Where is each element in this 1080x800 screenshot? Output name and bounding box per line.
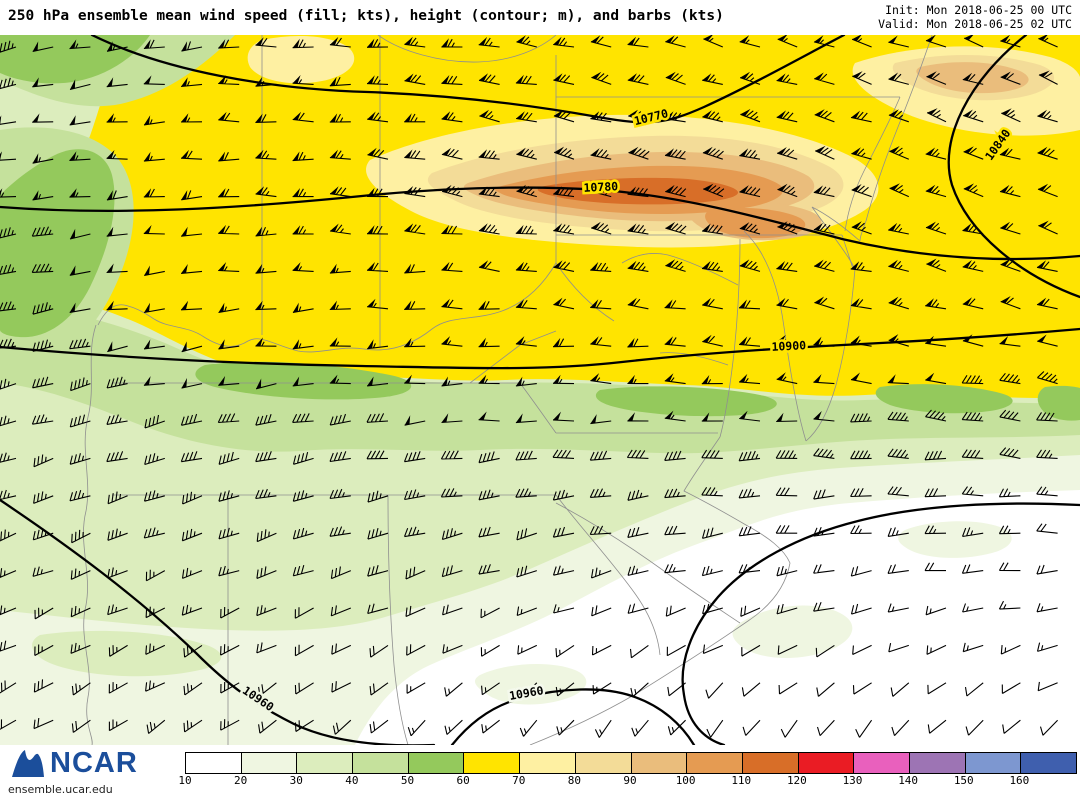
colorbar-tick-label: 60 — [456, 774, 470, 787]
height-contours-layer — [0, 35, 1080, 745]
colorbar-cell — [1021, 753, 1076, 773]
colorbar-cell — [909, 753, 966, 773]
init-time: Init: Mon 2018-06-25 00 UTC — [885, 3, 1072, 17]
colorbar-tick-label: 140 — [898, 774, 919, 787]
ncar-swoosh-icon — [12, 749, 44, 777]
windspeed-fill-layer — [0, 35, 1080, 745]
colorbar-tick-label: 40 — [345, 774, 359, 787]
init-valid-times: Init: Mon 2018-06-25 00 UTC Valid: Mon 20… — [878, 3, 1072, 31]
state-borders-layer — [83, 35, 933, 745]
colorbar-cell — [186, 753, 242, 773]
colorbar-tick-label: 10 — [178, 774, 192, 787]
colorbar-cell — [297, 753, 354, 773]
weather-map: 10770 10780 10840 10900 10960 10960 — [0, 35, 1080, 745]
colorbar-tick-label: 80 — [567, 774, 581, 787]
colorbar-cell — [575, 753, 632, 773]
colorbar-cell — [241, 753, 298, 773]
colorbar-cell — [520, 753, 576, 773]
colorbar-cell — [687, 753, 743, 773]
colorbar-tick-label: 130 — [842, 774, 863, 787]
colorbar-cell — [965, 753, 1022, 773]
ncar-brand-text: NCAR — [50, 747, 138, 779]
colorbar-tick-label: 110 — [731, 774, 752, 787]
colorbar-tick-label: 120 — [786, 774, 807, 787]
colorbar-tick-label: 50 — [400, 774, 415, 787]
plot-title: 250 hPa ensemble mean wind speed (fill; … — [8, 8, 724, 24]
colorbar — [185, 752, 1077, 774]
colorbar-cell — [742, 753, 799, 773]
colorbar-tick-label: 150 — [953, 774, 974, 787]
valid-time: Valid: Mon 2018-06-25 02 UTC — [878, 16, 1072, 31]
plot-footer: NCAR ensemble.ucar.edu 10 20 30 40 50 60 70 80 9… — [0, 745, 1080, 800]
contour-label: 10900 — [771, 338, 806, 354]
contour-label: 10780 — [583, 179, 618, 195]
colorbar-cell — [798, 753, 855, 773]
colorbar-cell — [464, 753, 521, 773]
colorbar-labels: 10 20 30 40 50 60 70 80 90 100 110 120 130 140 150 160 — [178, 774, 1075, 788]
plot-header: 250 hPa ensemble mean wind speed (fill; … — [0, 0, 1080, 35]
ncar-logo: NCAR — [10, 747, 138, 780]
colorbar-tick-label: 20 — [234, 774, 248, 787]
colorbar-tick-label: 160 — [1009, 774, 1030, 787]
site-url: ensemble.ucar.edu — [8, 783, 113, 796]
colorbar-tick-label: 100 — [675, 774, 696, 787]
colorbar-cell — [353, 753, 409, 773]
colorbar-tick-label: 70 — [512, 774, 526, 787]
colorbar-cell — [631, 753, 688, 773]
colorbar-cell — [854, 753, 910, 773]
colorbar-tick-label: 90 — [623, 774, 637, 787]
wind-barbs-layer — [0, 35, 1058, 738]
colorbar-tick-label: 30 — [289, 774, 303, 787]
colorbar-cell — [408, 753, 465, 773]
